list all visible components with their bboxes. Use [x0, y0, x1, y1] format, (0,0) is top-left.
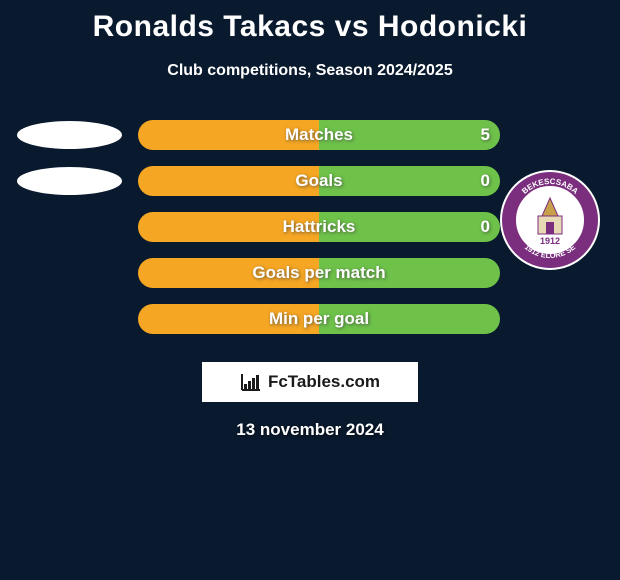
stat-value-right: 0 [481, 166, 490, 196]
player-placeholder-oval [17, 167, 122, 195]
stat-bar: Goals per match [138, 258, 500, 288]
season-subtitle: Club competitions, Season 2024/2025 [0, 62, 620, 80]
right-player-slot [500, 296, 620, 342]
stat-row: Min per goal [0, 296, 620, 342]
stat-value-right: 5 [481, 120, 490, 150]
stat-bar: Goals0 [138, 166, 500, 196]
left-player-slot [0, 250, 138, 296]
stat-value-right: 0 [481, 212, 490, 242]
left-player-slot [0, 204, 138, 250]
comparison-infographic: Ronalds Takacs vs Hodonicki Club competi… [0, 0, 620, 580]
left-player-slot [0, 296, 138, 342]
left-player-slot [0, 112, 138, 158]
generated-date: 13 november 2024 [0, 420, 620, 440]
chart-icon [240, 372, 262, 392]
branding-label: FcTables.com [268, 372, 380, 392]
stat-bar: Min per goal [138, 304, 500, 334]
right-player-slot [500, 112, 620, 158]
stat-bar: Hattricks0 [138, 212, 500, 242]
stat-label: Hattricks [138, 212, 500, 242]
svg-text:BEKESCSABA: BEKESCSABA [520, 177, 580, 196]
svg-text:1912 ELŐRE SE: 1912 ELŐRE SE [523, 242, 577, 260]
stat-label: Min per goal [138, 304, 500, 334]
stat-row: Matches5 [0, 112, 620, 158]
club-badge-text-icon: BEKESCSABA 1912 ELŐRE SE [500, 170, 600, 270]
page-title: Ronalds Takacs vs Hodonicki [0, 0, 620, 44]
stat-bar: Matches5 [138, 120, 500, 150]
club-badge: 1912 BEKESCSABA 1912 ELŐRE SE [500, 170, 600, 270]
branding-box: FcTables.com [202, 362, 418, 402]
stat-label: Goals per match [138, 258, 500, 288]
left-player-slot [0, 158, 138, 204]
stat-label: Matches [138, 120, 500, 150]
stat-label: Goals [138, 166, 500, 196]
player-placeholder-oval [17, 121, 122, 149]
